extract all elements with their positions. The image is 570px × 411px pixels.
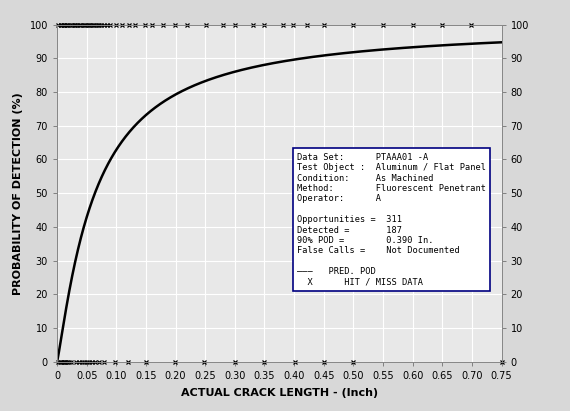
Text: Data Set:      PTAAA01 -A
Test Object :  Aluminum / Flat Panel
Condition:     As: Data Set: PTAAA01 -A Test Object : Alumi…: [297, 153, 486, 286]
X-axis label: ACTUAL CRACK LENGTH - (Inch): ACTUAL CRACK LENGTH - (Inch): [181, 388, 378, 398]
Y-axis label: PROBABILITY OF DETECTION (%): PROBABILITY OF DETECTION (%): [13, 92, 23, 295]
